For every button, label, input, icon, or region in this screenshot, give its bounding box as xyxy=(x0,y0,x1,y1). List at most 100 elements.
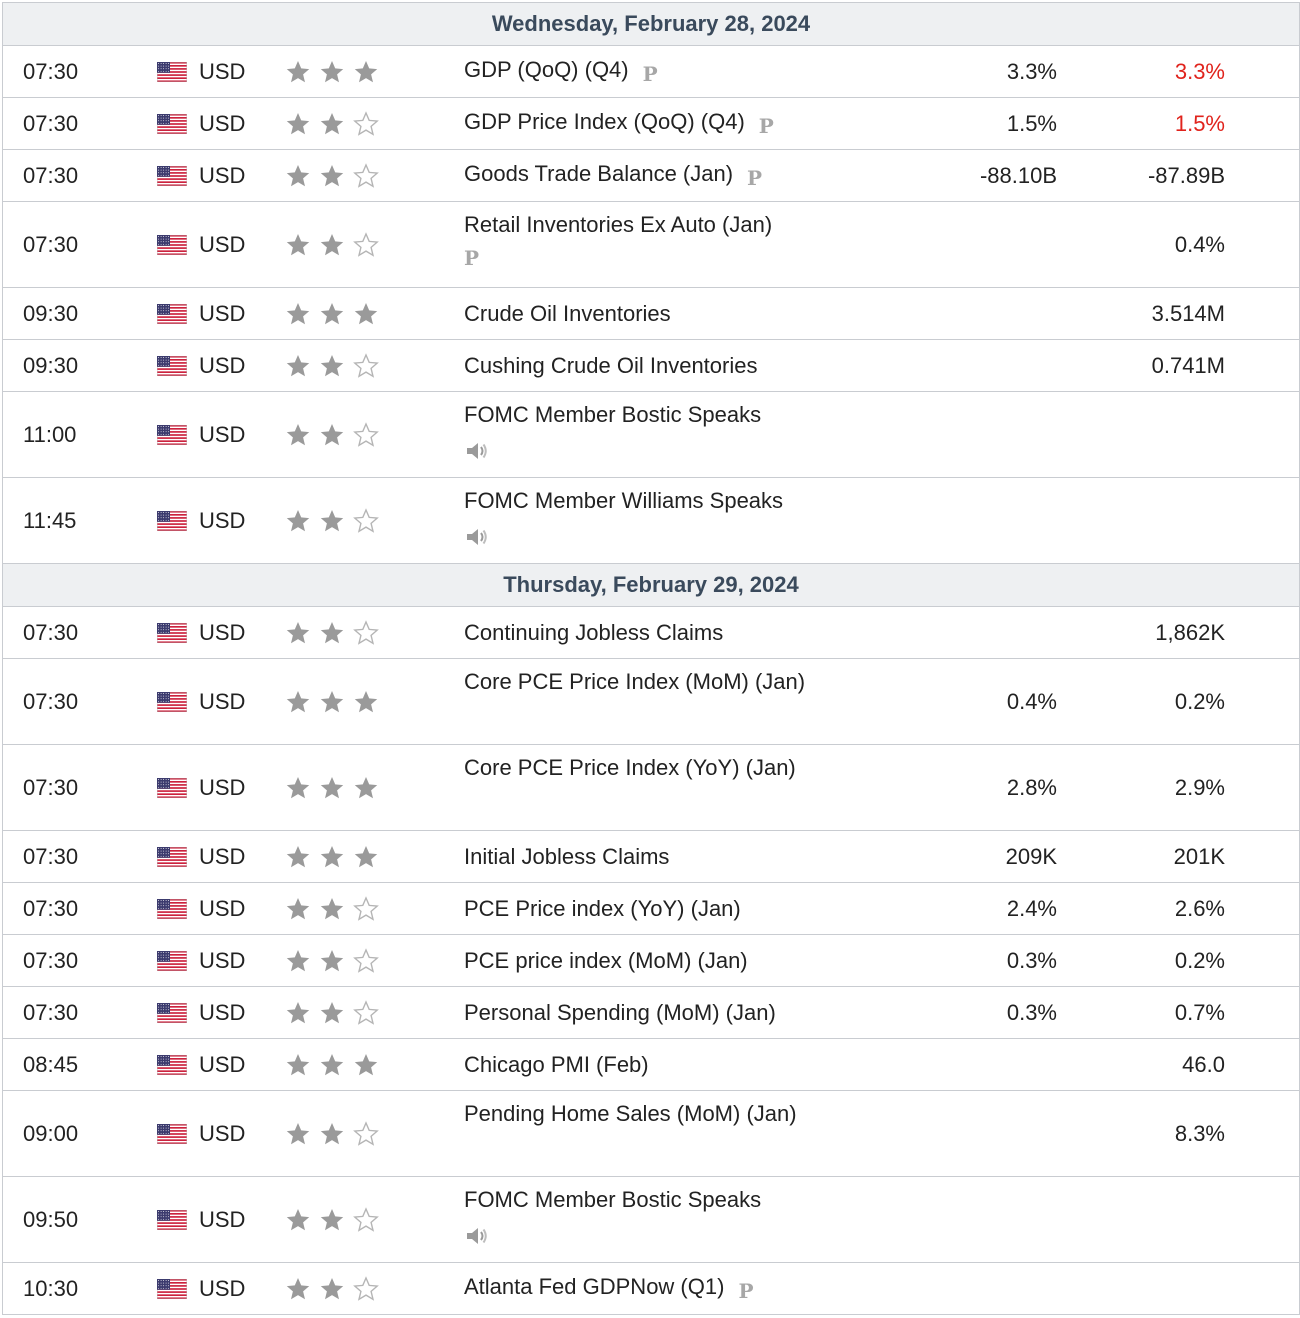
event-time: 11:45 xyxy=(23,507,77,533)
importance-stars xyxy=(285,110,379,137)
event-name-cell: FOMC Member Bostic Speaks xyxy=(464,1177,844,1249)
star-empty-icon xyxy=(353,507,379,534)
event-name[interactable]: Chicago PMI (Feb) xyxy=(464,1051,649,1077)
importance-stars xyxy=(285,1120,379,1147)
event-row[interactable]: 07:30 USD Continuing Jobless Claims 1,862K xyxy=(3,607,1299,659)
event-name[interactable]: GDP Price Index (QoQ) (Q4) xyxy=(464,108,745,134)
event-row[interactable]: 07:30 USD Goods Trade Balance (Jan) P -88.10… xyxy=(3,150,1299,202)
preliminary-icon[interactable]: P xyxy=(642,61,658,86)
star-filled-icon xyxy=(319,689,345,715)
forecast-value: 209K xyxy=(1005,843,1057,869)
event-row[interactable]: 09:30 USD Crude Oil Inventories 3.514M xyxy=(3,288,1299,340)
star-filled-icon xyxy=(319,1276,345,1302)
event-row[interactable]: 11:00 USD FOMC Member Bostic Speaks xyxy=(3,392,1299,478)
event-name[interactable]: Crude Oil Inventories xyxy=(464,300,671,326)
event-row[interactable]: 07:30 USD Personal Spending (MoM) (Jan) 0.3… xyxy=(3,987,1299,1039)
preliminary-icon[interactable]: P xyxy=(738,1278,754,1303)
event-name[interactable]: Atlanta Fed GDPNow (Q1) xyxy=(464,1273,725,1299)
previous-value: 8.3% xyxy=(1174,1120,1225,1146)
us-flag-icon xyxy=(156,303,188,324)
event-name[interactable]: Pending Home Sales (MoM) (Jan) xyxy=(464,1101,797,1126)
event-name-cell: PCE price index (MoM) (Jan) xyxy=(464,942,934,980)
previous-value: 0.741M xyxy=(1151,352,1225,378)
event-row[interactable]: 07:30 USD GDP Price Index (QoQ) (Q4) P 1.5% 1… xyxy=(3,98,1299,150)
event-name[interactable]: PCE Price index (YoY) (Jan) xyxy=(464,895,741,921)
event-row[interactable]: 09:50 USD FOMC Member Bostic Speaks xyxy=(3,1177,1299,1263)
event-name-cell: GDP Price Index (QoQ) (Q4) P xyxy=(464,103,934,145)
star-filled-icon xyxy=(353,59,379,85)
event-name[interactable]: FOMC Member Bostic Speaks xyxy=(464,402,762,427)
importance-stars xyxy=(285,999,379,1026)
event-row[interactable]: 07:30 USD GDP (QoQ) (Q4) P 3.3% 3.3% xyxy=(3,46,1299,98)
event-name[interactable]: FOMC Member Bostic Speaks xyxy=(464,1187,762,1212)
star-filled-icon xyxy=(285,689,311,715)
star-filled-icon xyxy=(285,1207,311,1233)
event-time: 09:30 xyxy=(23,300,79,326)
currency-code: USD xyxy=(199,774,246,800)
preliminary-icon[interactable]: P xyxy=(747,165,763,190)
event-name[interactable]: Core PCE Price Index (YoY) (Jan) xyxy=(464,755,796,780)
event-name[interactable]: Initial Jobless Claims xyxy=(464,843,670,869)
event-row[interactable]: 10:30 USD Atlanta Fed GDPNow (Q1) P xyxy=(3,1263,1299,1315)
event-row[interactable]: 07:30 USD Core PCE Price Index (MoM) (Jan)… xyxy=(3,659,1299,745)
event-name[interactable]: PCE price index (MoM) (Jan) xyxy=(464,947,748,973)
event-name-cell: Crude Oil Inventories xyxy=(464,295,934,333)
currency-code: USD xyxy=(199,999,246,1025)
importance-stars xyxy=(285,775,379,801)
star-filled-icon xyxy=(285,775,311,801)
event-name[interactable]: Retail Inventories Ex Auto (Jan) xyxy=(464,212,773,237)
preliminary-icon[interactable]: P xyxy=(758,113,774,138)
event-row[interactable]: 07:30 USD Core PCE Price Index (YoY) (Jan)… xyxy=(3,745,1299,831)
event-name[interactable]: FOMC Member Williams Speaks xyxy=(464,488,784,513)
event-time: 07:30 xyxy=(23,162,79,188)
currency-code: USD xyxy=(199,1120,246,1146)
star-empty-icon xyxy=(353,1120,379,1147)
star-filled-icon xyxy=(285,1276,311,1302)
previous-value: -87.89B xyxy=(1147,162,1225,188)
currency-code: USD xyxy=(199,843,246,869)
us-flag-icon xyxy=(156,691,188,712)
star-filled-icon xyxy=(285,1052,311,1078)
importance-stars xyxy=(285,844,379,870)
star-empty-icon xyxy=(353,352,379,379)
star-filled-icon xyxy=(285,844,311,870)
event-name[interactable]: Continuing Jobless Claims xyxy=(464,619,724,645)
forecast-value: 0.3% xyxy=(1006,999,1057,1025)
speaker-icon[interactable] xyxy=(464,524,490,550)
star-filled-icon xyxy=(285,948,311,974)
star-empty-icon xyxy=(353,231,379,258)
previous-value: 2.6% xyxy=(1174,895,1225,921)
event-name[interactable]: Personal Spending (MoM) (Jan) xyxy=(464,999,776,1025)
event-row[interactable]: 07:30 USD PCE Price index (YoY) (Jan) 2.4% 2… xyxy=(3,883,1299,935)
speaker-icon[interactable] xyxy=(464,438,490,464)
event-row[interactable]: 07:30 USD Initial Jobless Claims 209K 201K xyxy=(3,831,1299,883)
event-name[interactable]: GDP (QoQ) (Q4) xyxy=(464,56,629,82)
currency-code: USD xyxy=(199,300,246,326)
star-filled-icon xyxy=(285,232,311,258)
star-filled-icon xyxy=(285,301,311,327)
event-name-cell: Initial Jobless Claims xyxy=(464,838,934,876)
importance-stars xyxy=(285,689,379,715)
preliminary-icon[interactable]: P xyxy=(464,246,480,270)
event-time: 09:30 xyxy=(23,352,79,378)
event-time: 07:30 xyxy=(23,843,79,869)
event-name[interactable]: Goods Trade Balance (Jan) xyxy=(464,160,734,186)
event-row[interactable]: 08:45 USD Chicago PMI (Feb) 46.0 xyxy=(3,1039,1299,1091)
event-time: 10:30 xyxy=(23,1275,79,1301)
event-row[interactable]: 07:30 USD Retail Inventories Ex Auto (Jan)… xyxy=(3,202,1299,288)
star-filled-icon xyxy=(319,948,345,974)
event-time: 11:00 xyxy=(23,421,77,447)
event-row[interactable]: 11:45 USD FOMC Member Williams Speaks xyxy=(3,478,1299,564)
event-row[interactable]: 09:00 USD Pending Home Sales (MoM) (Jan) 8.… xyxy=(3,1091,1299,1177)
importance-stars xyxy=(285,59,379,85)
star-filled-icon xyxy=(319,1052,345,1078)
star-filled-icon xyxy=(285,620,311,646)
speaker-icon[interactable] xyxy=(464,1223,490,1249)
event-name[interactable]: Cushing Crude Oil Inventories xyxy=(464,352,758,378)
star-filled-icon xyxy=(319,844,345,870)
currency-code: USD xyxy=(199,1206,246,1232)
event-time: 07:30 xyxy=(23,231,79,257)
event-row[interactable]: 09:30 USD Cushing Crude Oil Inventories 0.7… xyxy=(3,340,1299,392)
event-name[interactable]: Core PCE Price Index (MoM) (Jan) xyxy=(464,669,806,694)
event-row[interactable]: 07:30 USD PCE price index (MoM) (Jan) 0.3% 0… xyxy=(3,935,1299,987)
